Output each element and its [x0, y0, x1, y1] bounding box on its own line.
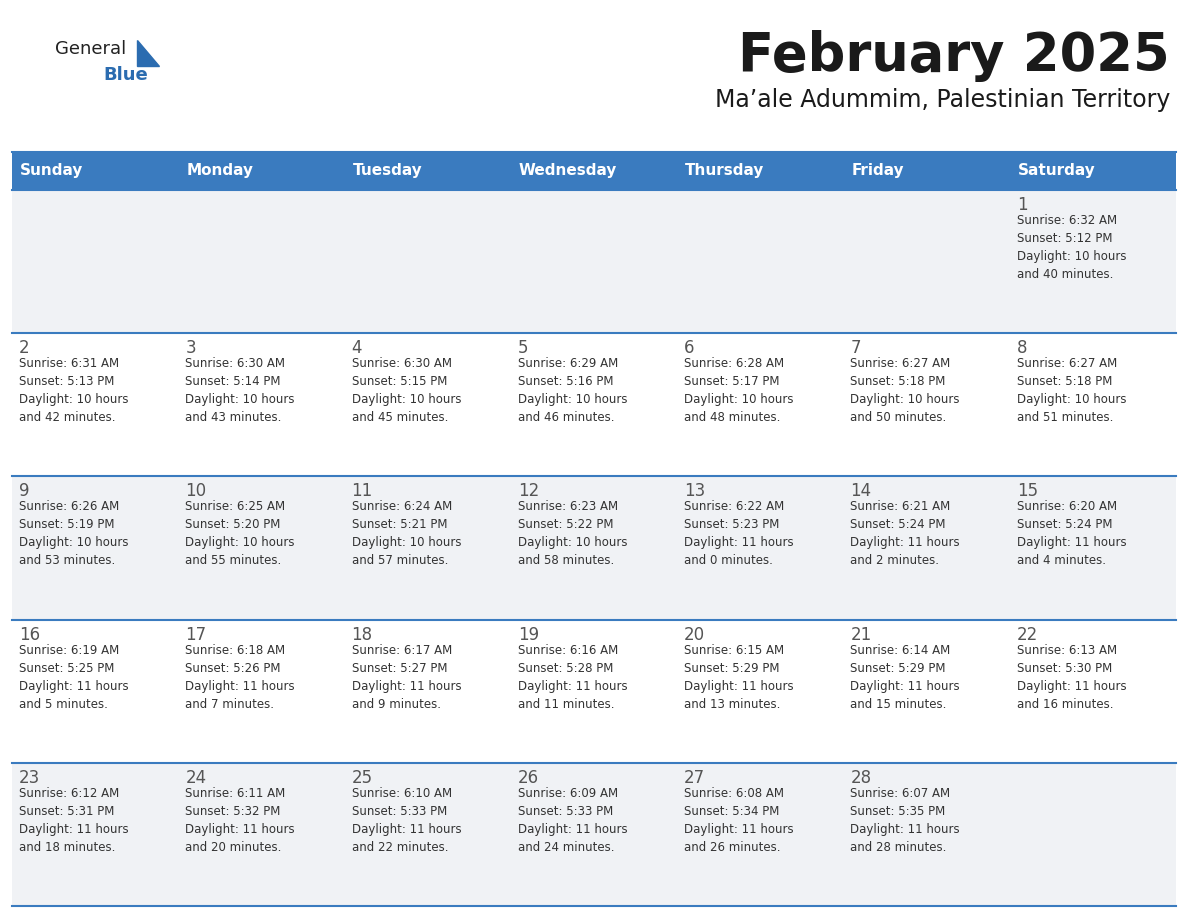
Text: 26: 26 — [518, 768, 539, 787]
Text: Sunrise: 6:19 AM
Sunset: 5:25 PM
Daylight: 11 hours
and 5 minutes.: Sunrise: 6:19 AM Sunset: 5:25 PM Dayligh… — [19, 644, 128, 711]
Text: Sunrise: 6:11 AM
Sunset: 5:32 PM
Daylight: 11 hours
and 20 minutes.: Sunrise: 6:11 AM Sunset: 5:32 PM Dayligh… — [185, 787, 295, 854]
Text: 10: 10 — [185, 482, 207, 500]
Text: February 2025: February 2025 — [739, 30, 1170, 82]
Text: Sunrise: 6:12 AM
Sunset: 5:31 PM
Daylight: 11 hours
and 18 minutes.: Sunrise: 6:12 AM Sunset: 5:31 PM Dayligh… — [19, 787, 128, 854]
Text: 14: 14 — [851, 482, 872, 500]
Text: 6: 6 — [684, 339, 695, 357]
Text: Sunrise: 6:22 AM
Sunset: 5:23 PM
Daylight: 11 hours
and 0 minutes.: Sunrise: 6:22 AM Sunset: 5:23 PM Dayligh… — [684, 500, 794, 567]
Text: 16: 16 — [19, 625, 40, 644]
Text: Friday: Friday — [852, 163, 904, 178]
Text: Sunrise: 6:21 AM
Sunset: 5:24 PM
Daylight: 11 hours
and 2 minutes.: Sunrise: 6:21 AM Sunset: 5:24 PM Dayligh… — [851, 500, 960, 567]
Text: Sunrise: 6:18 AM
Sunset: 5:26 PM
Daylight: 11 hours
and 7 minutes.: Sunrise: 6:18 AM Sunset: 5:26 PM Dayligh… — [185, 644, 295, 711]
Text: 1: 1 — [1017, 196, 1028, 214]
Text: Ma’ale Adummim, Palestinian Territory: Ma’ale Adummim, Palestinian Territory — [715, 88, 1170, 112]
Text: Sunrise: 6:28 AM
Sunset: 5:17 PM
Daylight: 10 hours
and 48 minutes.: Sunrise: 6:28 AM Sunset: 5:17 PM Dayligh… — [684, 357, 794, 424]
Text: 2: 2 — [19, 339, 30, 357]
Text: Wednesday: Wednesday — [519, 163, 618, 178]
Text: Sunrise: 6:30 AM
Sunset: 5:14 PM
Daylight: 10 hours
and 43 minutes.: Sunrise: 6:30 AM Sunset: 5:14 PM Dayligh… — [185, 357, 295, 424]
Text: 19: 19 — [518, 625, 539, 644]
Text: Saturday: Saturday — [1018, 163, 1095, 178]
Text: Sunrise: 6:15 AM
Sunset: 5:29 PM
Daylight: 11 hours
and 13 minutes.: Sunrise: 6:15 AM Sunset: 5:29 PM Dayligh… — [684, 644, 794, 711]
Text: Tuesday: Tuesday — [353, 163, 422, 178]
Text: Sunrise: 6:08 AM
Sunset: 5:34 PM
Daylight: 11 hours
and 26 minutes.: Sunrise: 6:08 AM Sunset: 5:34 PM Dayligh… — [684, 787, 794, 854]
Text: 9: 9 — [19, 482, 30, 500]
Text: 7: 7 — [851, 339, 861, 357]
Text: Sunrise: 6:27 AM
Sunset: 5:18 PM
Daylight: 10 hours
and 51 minutes.: Sunrise: 6:27 AM Sunset: 5:18 PM Dayligh… — [1017, 357, 1126, 424]
Text: Thursday: Thursday — [685, 163, 765, 178]
Text: 23: 23 — [19, 768, 40, 787]
Text: Blue: Blue — [103, 66, 147, 84]
Text: 22: 22 — [1017, 625, 1038, 644]
Polygon shape — [137, 40, 159, 66]
Text: 24: 24 — [185, 768, 207, 787]
Text: 5: 5 — [518, 339, 529, 357]
Text: Sunrise: 6:30 AM
Sunset: 5:15 PM
Daylight: 10 hours
and 45 minutes.: Sunrise: 6:30 AM Sunset: 5:15 PM Dayligh… — [352, 357, 461, 424]
Text: Monday: Monday — [187, 163, 253, 178]
Text: 4: 4 — [352, 339, 362, 357]
Text: Sunrise: 6:24 AM
Sunset: 5:21 PM
Daylight: 10 hours
and 57 minutes.: Sunrise: 6:24 AM Sunset: 5:21 PM Dayligh… — [352, 500, 461, 567]
Text: 21: 21 — [851, 625, 872, 644]
Bar — [12, 620, 1176, 763]
Bar — [12, 152, 1176, 190]
Text: Sunrise: 6:26 AM
Sunset: 5:19 PM
Daylight: 10 hours
and 53 minutes.: Sunrise: 6:26 AM Sunset: 5:19 PM Dayligh… — [19, 500, 128, 567]
Text: Sunrise: 6:07 AM
Sunset: 5:35 PM
Daylight: 11 hours
and 28 minutes.: Sunrise: 6:07 AM Sunset: 5:35 PM Dayligh… — [851, 787, 960, 854]
Bar — [12, 190, 1176, 333]
Bar — [12, 763, 1176, 906]
Text: 11: 11 — [352, 482, 373, 500]
Text: 15: 15 — [1017, 482, 1038, 500]
Text: 28: 28 — [851, 768, 872, 787]
Text: 20: 20 — [684, 625, 706, 644]
Text: Sunrise: 6:10 AM
Sunset: 5:33 PM
Daylight: 11 hours
and 22 minutes.: Sunrise: 6:10 AM Sunset: 5:33 PM Dayligh… — [352, 787, 461, 854]
Text: Sunday: Sunday — [20, 163, 83, 178]
Text: Sunrise: 6:27 AM
Sunset: 5:18 PM
Daylight: 10 hours
and 50 minutes.: Sunrise: 6:27 AM Sunset: 5:18 PM Dayligh… — [851, 357, 960, 424]
Text: Sunrise: 6:17 AM
Sunset: 5:27 PM
Daylight: 11 hours
and 9 minutes.: Sunrise: 6:17 AM Sunset: 5:27 PM Dayligh… — [352, 644, 461, 711]
Text: 27: 27 — [684, 768, 706, 787]
Bar — [12, 333, 1176, 476]
Text: Sunrise: 6:23 AM
Sunset: 5:22 PM
Daylight: 10 hours
and 58 minutes.: Sunrise: 6:23 AM Sunset: 5:22 PM Dayligh… — [518, 500, 627, 567]
Bar — [12, 476, 1176, 620]
Text: 25: 25 — [352, 768, 373, 787]
Text: 17: 17 — [185, 625, 207, 644]
Text: General: General — [55, 40, 126, 58]
Text: Sunrise: 6:14 AM
Sunset: 5:29 PM
Daylight: 11 hours
and 15 minutes.: Sunrise: 6:14 AM Sunset: 5:29 PM Dayligh… — [851, 644, 960, 711]
Text: 3: 3 — [185, 339, 196, 357]
Text: Sunrise: 6:25 AM
Sunset: 5:20 PM
Daylight: 10 hours
and 55 minutes.: Sunrise: 6:25 AM Sunset: 5:20 PM Dayligh… — [185, 500, 295, 567]
Text: Sunrise: 6:09 AM
Sunset: 5:33 PM
Daylight: 11 hours
and 24 minutes.: Sunrise: 6:09 AM Sunset: 5:33 PM Dayligh… — [518, 787, 627, 854]
Text: Sunrise: 6:29 AM
Sunset: 5:16 PM
Daylight: 10 hours
and 46 minutes.: Sunrise: 6:29 AM Sunset: 5:16 PM Dayligh… — [518, 357, 627, 424]
Text: Sunrise: 6:20 AM
Sunset: 5:24 PM
Daylight: 11 hours
and 4 minutes.: Sunrise: 6:20 AM Sunset: 5:24 PM Dayligh… — [1017, 500, 1126, 567]
Text: Sunrise: 6:16 AM
Sunset: 5:28 PM
Daylight: 11 hours
and 11 minutes.: Sunrise: 6:16 AM Sunset: 5:28 PM Dayligh… — [518, 644, 627, 711]
Text: 12: 12 — [518, 482, 539, 500]
Text: Sunrise: 6:13 AM
Sunset: 5:30 PM
Daylight: 11 hours
and 16 minutes.: Sunrise: 6:13 AM Sunset: 5:30 PM Dayligh… — [1017, 644, 1126, 711]
Text: 18: 18 — [352, 625, 373, 644]
Text: Sunrise: 6:32 AM
Sunset: 5:12 PM
Daylight: 10 hours
and 40 minutes.: Sunrise: 6:32 AM Sunset: 5:12 PM Dayligh… — [1017, 214, 1126, 281]
Text: Sunrise: 6:31 AM
Sunset: 5:13 PM
Daylight: 10 hours
and 42 minutes.: Sunrise: 6:31 AM Sunset: 5:13 PM Dayligh… — [19, 357, 128, 424]
Text: 13: 13 — [684, 482, 706, 500]
Text: 8: 8 — [1017, 339, 1028, 357]
